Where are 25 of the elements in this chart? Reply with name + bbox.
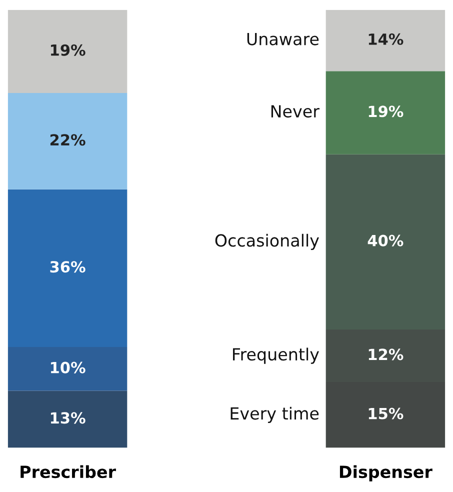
data-label: 13% xyxy=(50,412,86,424)
data-label: 12% xyxy=(368,348,404,360)
data-label: 19% xyxy=(50,44,86,56)
data-label: 36% xyxy=(50,261,86,273)
bar xyxy=(326,154,446,330)
bar xyxy=(326,10,446,72)
data-label: 10% xyxy=(50,362,86,374)
data-label: 22% xyxy=(50,134,86,146)
bar xyxy=(8,347,128,391)
bar xyxy=(8,93,128,190)
data-label: 19% xyxy=(368,106,404,118)
bar xyxy=(326,71,446,154)
series-label: Every time xyxy=(230,406,319,423)
series-label: Unaware xyxy=(247,32,319,46)
data-label: 14% xyxy=(368,33,404,45)
x-tick-label: Dispenser xyxy=(340,465,432,482)
series-label: Frequently xyxy=(233,348,319,364)
series-label: Never xyxy=(271,105,320,118)
x-tick-label: Prescriber xyxy=(20,465,116,478)
bar xyxy=(8,390,128,448)
series-label: Occasionally xyxy=(215,234,319,250)
data-label: 15% xyxy=(368,408,404,420)
bar xyxy=(8,10,128,94)
bar xyxy=(8,189,128,348)
data-label: 40% xyxy=(368,234,404,246)
